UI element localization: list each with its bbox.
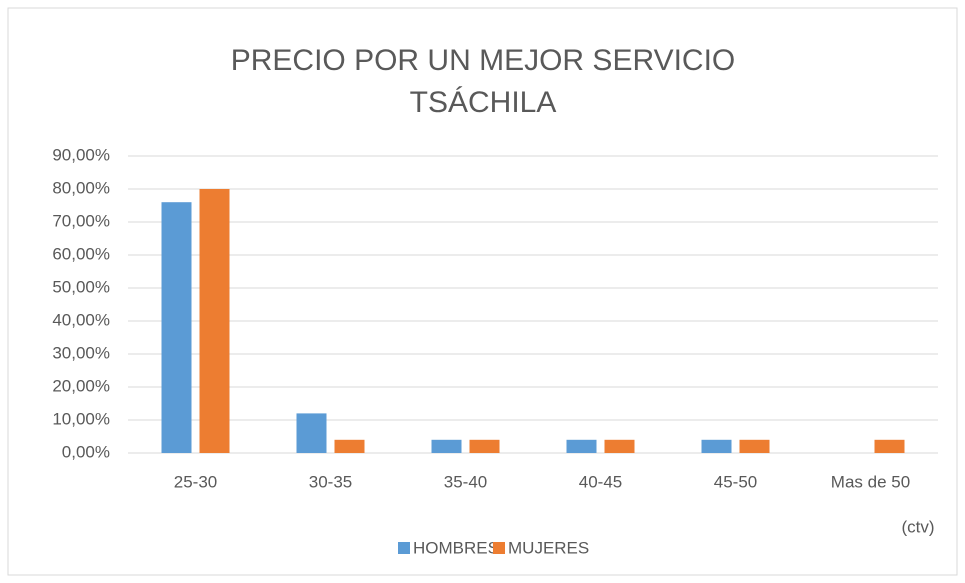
y-tick-label: 10,00% bbox=[52, 409, 110, 428]
x-axis-label: (ctv) bbox=[901, 517, 934, 536]
bar bbox=[566, 439, 597, 453]
x-tick-label: 25-30 bbox=[174, 472, 217, 491]
chart-title: TSÁCHILA bbox=[410, 86, 557, 119]
bar bbox=[334, 439, 365, 453]
bar bbox=[874, 439, 905, 453]
y-tick-label: 30,00% bbox=[52, 343, 110, 362]
x-tick-label: 30-35 bbox=[309, 472, 352, 491]
y-tick-label: 90,00% bbox=[52, 145, 110, 164]
bar bbox=[161, 202, 192, 453]
bar bbox=[739, 439, 770, 453]
x-tick-label: Mas de 50 bbox=[831, 472, 910, 491]
legend-label: MUJERES bbox=[508, 538, 589, 557]
bar bbox=[469, 439, 500, 453]
chart-title: PRECIO POR UN MEJOR SERVICIO bbox=[231, 44, 736, 77]
legend-swatch bbox=[398, 542, 410, 554]
bar bbox=[431, 439, 462, 453]
bar bbox=[701, 439, 732, 453]
x-tick-label: 40-45 bbox=[579, 472, 622, 491]
y-tick-label: 50,00% bbox=[52, 277, 110, 296]
legend-swatch bbox=[493, 542, 505, 554]
x-tick-label: 35-40 bbox=[444, 472, 487, 491]
y-tick-label: 60,00% bbox=[52, 244, 110, 263]
y-tick-label: 80,00% bbox=[52, 178, 110, 197]
bar bbox=[296, 413, 327, 453]
bar bbox=[199, 189, 230, 453]
y-tick-label: 70,00% bbox=[52, 211, 110, 230]
x-tick-label: 45-50 bbox=[714, 472, 757, 491]
bar bbox=[604, 439, 635, 453]
legend-label: HOMBRES bbox=[413, 538, 499, 557]
y-tick-label: 20,00% bbox=[52, 376, 110, 395]
y-tick-label: 40,00% bbox=[52, 310, 110, 329]
y-tick-label: 0,00% bbox=[62, 442, 110, 461]
